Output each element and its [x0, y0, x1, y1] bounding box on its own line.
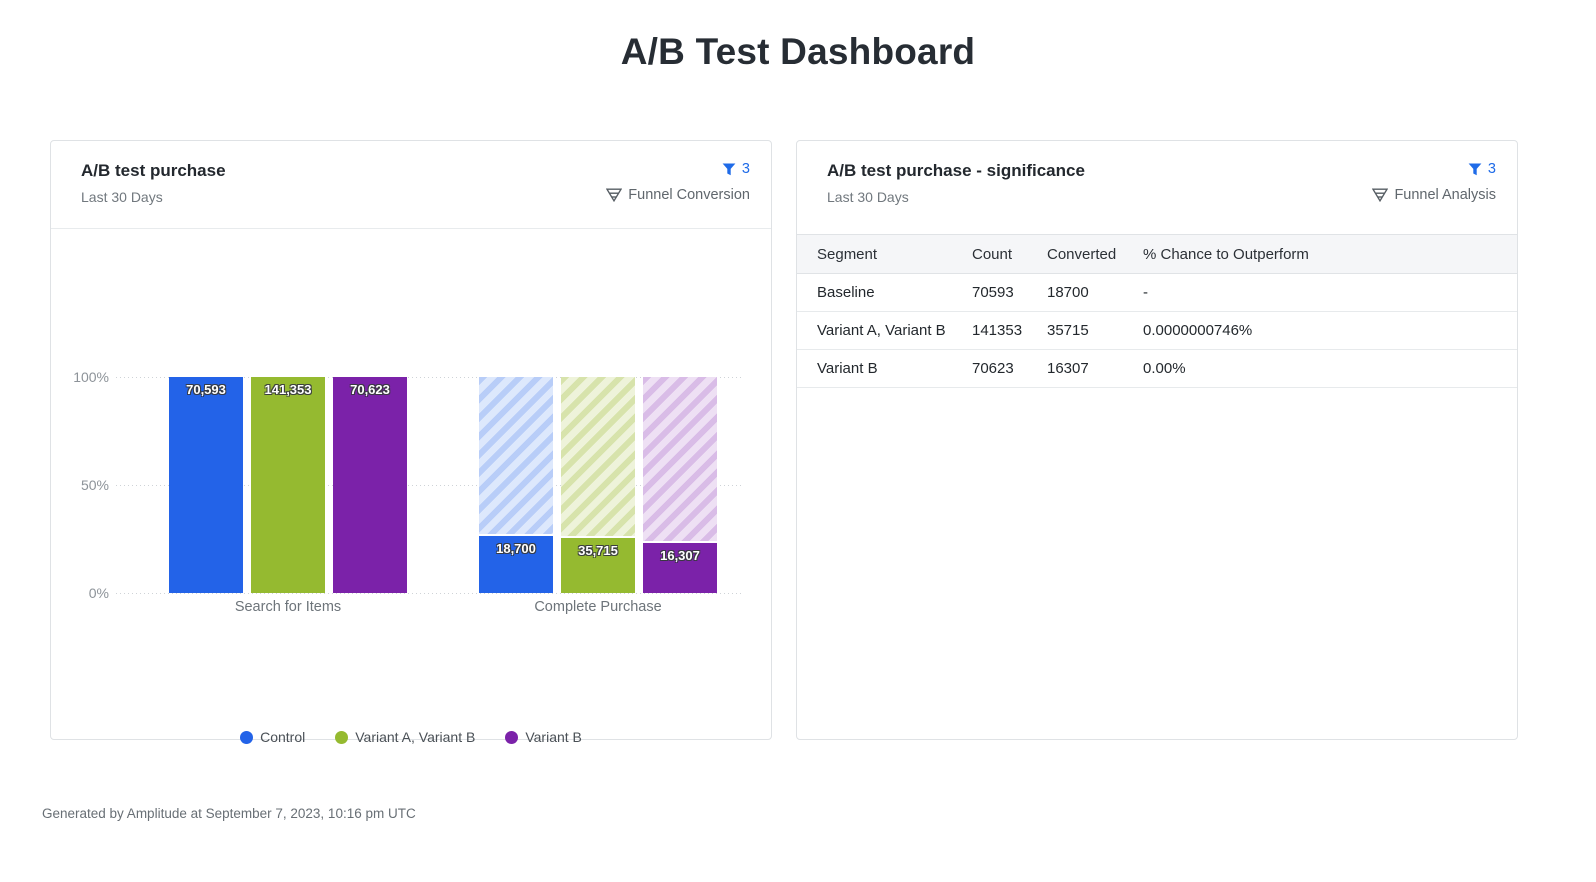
table-cell: 0.00% [1143, 360, 1186, 377]
table-cell: Baseline [817, 284, 875, 301]
table-header-cell: Converted [1047, 245, 1117, 263]
table-cell: 70623 [972, 360, 1014, 377]
chart-panel-header-right: 3 Funnel Conversion [606, 161, 750, 203]
table-cell: 0.0000000746% [1143, 322, 1253, 339]
funnel-bar[interactable]: 16,307 [643, 377, 717, 593]
gridline [116, 377, 742, 378]
converted-solid-bar [169, 377, 243, 593]
converted-solid-bar [333, 377, 407, 593]
chart-type-control[interactable]: Funnel Analysis [1372, 187, 1496, 203]
unconverted-hatch-bar [561, 377, 635, 536]
table-row: Baseline 70593 18700 - [797, 274, 1517, 312]
legend-dot-icon [335, 730, 349, 744]
category-label: Search for Items [234, 599, 342, 615]
bar-value-label: 16,307 [660, 548, 700, 563]
bar-value-label: 70,593 [186, 382, 226, 397]
bar-group-search-for-items: 70,593 141,353 70,623 [169, 377, 407, 593]
significance-panel-header-right: 3 Funnel Analysis [1372, 161, 1496, 203]
converted-solid-bar [561, 538, 635, 593]
chart-panel-title: A/B test purchase [81, 161, 226, 180]
table-header-row: Segment Count Converted % Chance to Outperf… [797, 234, 1517, 274]
bar-value-label: 141,353 [264, 382, 312, 397]
filter-icon [722, 163, 736, 176]
legend-dot-icon [240, 730, 254, 744]
legend-label: Control [260, 729, 306, 745]
filter-control[interactable]: 3 [606, 161, 750, 177]
table-row: Variant A, Variant B 141353 35715 0.0000000… [797, 312, 1517, 350]
funnel-chart-icon [606, 188, 623, 202]
y-tick-label: 0% [88, 585, 109, 601]
y-tick-label: 50% [80, 477, 109, 493]
chart-panel-header: A/B test purchase Last 30 Days 3 [51, 141, 771, 229]
category-label: Complete Purchase [534, 599, 662, 615]
significance-table: Segment Count Converted % Chance to Outperf… [797, 234, 1517, 388]
funnel-bar[interactable]: 141,353 [251, 377, 325, 593]
filter-count: 3 [1487, 161, 1496, 177]
chart-panel: A/B test purchase Last 30 Days 3 [50, 140, 772, 745]
bar-value-label: 35,715 [578, 543, 618, 558]
chart-type-control[interactable]: Funnel Conversion [606, 187, 750, 203]
significance-panel: A/B test purchase - significance Last 30… [796, 140, 1518, 740]
table-body: Baseline 70593 18700 - Variant A, Variant B 1… [797, 274, 1517, 388]
table-row: Variant B 70623 16307 0.00% [797, 350, 1517, 388]
funnel-bar[interactable]: 70,623 [333, 377, 407, 593]
converted-solid-bar [643, 543, 717, 593]
legend-label: Variant B [525, 729, 582, 745]
filter-control[interactable]: 3 [1372, 161, 1496, 177]
table-header-cell: Segment [817, 245, 878, 263]
table-cell: Variant B [817, 360, 878, 377]
generated-footer: Generated by Amplitude at September 7, 2… [42, 806, 416, 821]
table-header-cell: Count [972, 245, 1013, 263]
unconverted-hatch-bar [643, 377, 717, 541]
table-cell: 18700 [1047, 284, 1089, 301]
chart-panel-date-range: Last 30 Days [81, 189, 163, 205]
gridline [116, 485, 742, 486]
funnel-chart-icon [1372, 188, 1389, 202]
table-cell: Variant A, Variant B [817, 322, 946, 339]
chart-type-label: Funnel Analysis [1394, 187, 1496, 203]
legend-label: Variant A, Variant B [355, 729, 476, 745]
table-cell: 141353 [972, 322, 1023, 339]
table-cell: 70593 [972, 284, 1014, 301]
funnel-bar[interactable]: 35,715 [561, 377, 635, 593]
gridline [116, 593, 742, 594]
table-cell: 16307 [1047, 360, 1089, 377]
chart-legend: Control Variant A, Variant B Variant B [51, 729, 771, 745]
funnel-bar[interactable]: 18,700 [479, 377, 553, 593]
significance-panel-header: A/B test purchase - significance Last 30… [797, 141, 1517, 229]
bar-group-complete-purchase: 18,700 35,715 16,307 [479, 377, 717, 593]
significance-panel-date-range: Last 30 Days [827, 189, 909, 205]
filter-count: 3 [741, 161, 750, 177]
unconverted-hatch-bar [479, 377, 553, 534]
funnel-chart: 100% 50% 0% 70,593 141,353 70,623 18,700 35,71… [51, 229, 771, 745]
legend-item[interactable]: Variant A, Variant B [335, 729, 475, 745]
significance-panel-title: A/B test purchase - significance [827, 161, 1085, 180]
table-header-cell: % Chance to Outperform [1143, 245, 1309, 263]
chart-type-label: Funnel Conversion [628, 187, 750, 203]
bar-value-label: 18,700 [496, 541, 536, 556]
legend-dot-icon [505, 730, 519, 744]
plot-area: 70,593 141,353 70,623 18,700 35,715 16,307 [116, 377, 742, 593]
converted-solid-bar [479, 536, 553, 593]
filter-icon [1468, 163, 1482, 176]
legend-item[interactable]: Control [240, 729, 305, 745]
y-tick-label: 100% [73, 369, 109, 385]
converted-solid-bar [251, 377, 325, 593]
table-cell: - [1143, 284, 1148, 301]
legend-item[interactable]: Variant B [505, 729, 582, 745]
table-cell: 35715 [1047, 322, 1089, 339]
page-title: A/B Test Dashboard [620, 31, 976, 72]
funnel-bar[interactable]: 70,593 [169, 377, 243, 593]
bar-value-label: 70,623 [350, 382, 390, 397]
